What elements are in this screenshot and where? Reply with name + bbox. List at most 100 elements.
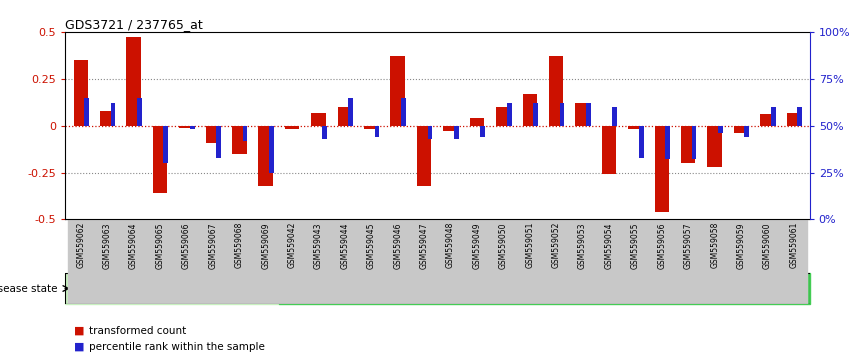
Bar — [120, 219, 147, 304]
Bar — [681, 126, 695, 163]
Bar — [359, 219, 385, 304]
Bar — [786, 113, 801, 126]
Bar — [401, 98, 406, 126]
Bar — [411, 219, 437, 304]
Text: ■: ■ — [74, 326, 87, 336]
Text: GSM559066: GSM559066 — [182, 222, 191, 269]
Bar — [205, 126, 220, 143]
Bar — [622, 219, 649, 304]
Bar — [126, 38, 141, 126]
Bar — [516, 219, 543, 304]
Bar — [84, 98, 89, 126]
Bar — [481, 126, 485, 137]
Bar — [675, 219, 701, 304]
Bar — [385, 219, 411, 304]
Bar — [463, 219, 490, 304]
Text: GSM559062: GSM559062 — [76, 222, 85, 268]
Bar — [258, 126, 273, 186]
Bar — [311, 113, 326, 126]
Bar — [417, 126, 431, 186]
Text: GSM559051: GSM559051 — [526, 222, 534, 268]
Text: GSM559068: GSM559068 — [235, 222, 243, 268]
Bar — [279, 219, 306, 304]
Text: GSM559055: GSM559055 — [631, 222, 640, 269]
Text: GSM559043: GSM559043 — [314, 222, 323, 269]
Text: ■: ■ — [74, 342, 87, 352]
Bar — [322, 126, 326, 139]
Bar — [754, 219, 780, 304]
Bar — [798, 107, 802, 126]
Text: GSM559061: GSM559061 — [790, 222, 798, 268]
Bar — [179, 126, 194, 127]
Text: GSM559052: GSM559052 — [552, 222, 560, 268]
Bar — [771, 107, 776, 126]
Bar — [375, 126, 379, 137]
Bar — [232, 126, 247, 154]
Text: percentile rank within the sample: percentile rank within the sample — [89, 342, 265, 352]
Bar — [708, 126, 722, 167]
Bar — [569, 219, 596, 304]
Bar — [586, 103, 591, 126]
Text: GSM559044: GSM559044 — [340, 222, 349, 269]
Text: GSM559060: GSM559060 — [763, 222, 772, 269]
Bar — [701, 219, 727, 304]
Bar — [338, 107, 352, 126]
Bar — [522, 94, 537, 126]
Text: GSM559047: GSM559047 — [420, 222, 429, 269]
Bar — [100, 111, 114, 126]
Text: GSM559069: GSM559069 — [262, 222, 270, 269]
Bar — [596, 219, 622, 304]
Bar — [612, 107, 617, 126]
Bar — [549, 56, 564, 126]
Bar — [454, 126, 459, 139]
Bar — [279, 273, 810, 304]
Bar — [443, 126, 458, 131]
Text: disease state: disease state — [0, 284, 61, 293]
Text: GSM559058: GSM559058 — [710, 222, 719, 268]
Bar — [137, 98, 142, 126]
Bar — [655, 126, 669, 212]
Bar — [164, 126, 168, 163]
Bar — [649, 219, 675, 304]
Bar — [559, 103, 565, 126]
Text: GSM559045: GSM559045 — [367, 222, 376, 269]
Bar — [242, 126, 248, 141]
Bar — [285, 126, 300, 130]
Text: GSM559059: GSM559059 — [737, 222, 746, 269]
Bar — [543, 219, 569, 304]
Bar — [173, 219, 200, 304]
Bar — [253, 219, 279, 304]
Text: GSM559064: GSM559064 — [129, 222, 138, 269]
Bar — [745, 126, 749, 137]
Text: GSM559049: GSM559049 — [473, 222, 481, 269]
Bar — [760, 114, 775, 126]
Bar — [490, 219, 516, 304]
Bar — [602, 126, 617, 175]
Bar — [496, 107, 511, 126]
Text: GSM559053: GSM559053 — [578, 222, 587, 269]
Bar — [74, 60, 88, 126]
Bar — [94, 219, 120, 304]
Bar — [364, 126, 378, 130]
Bar — [111, 103, 115, 126]
Bar — [428, 126, 432, 139]
Bar — [437, 219, 463, 304]
Bar — [575, 103, 590, 126]
Text: GSM559046: GSM559046 — [393, 222, 402, 269]
Bar — [332, 219, 359, 304]
Bar — [269, 126, 274, 173]
Bar — [216, 126, 221, 158]
Text: GSM559067: GSM559067 — [209, 222, 217, 269]
Bar — [68, 219, 94, 304]
Bar — [780, 219, 807, 304]
Bar — [639, 126, 643, 158]
Text: GSM559048: GSM559048 — [446, 222, 455, 268]
Bar — [718, 126, 723, 133]
Bar — [226, 219, 253, 304]
Text: GSM559054: GSM559054 — [604, 222, 613, 269]
Bar — [152, 126, 167, 193]
Bar — [200, 219, 226, 304]
Text: GSM559057: GSM559057 — [684, 222, 693, 269]
Text: GDS3721 / 237765_at: GDS3721 / 237765_at — [65, 18, 203, 31]
Bar — [734, 126, 748, 133]
